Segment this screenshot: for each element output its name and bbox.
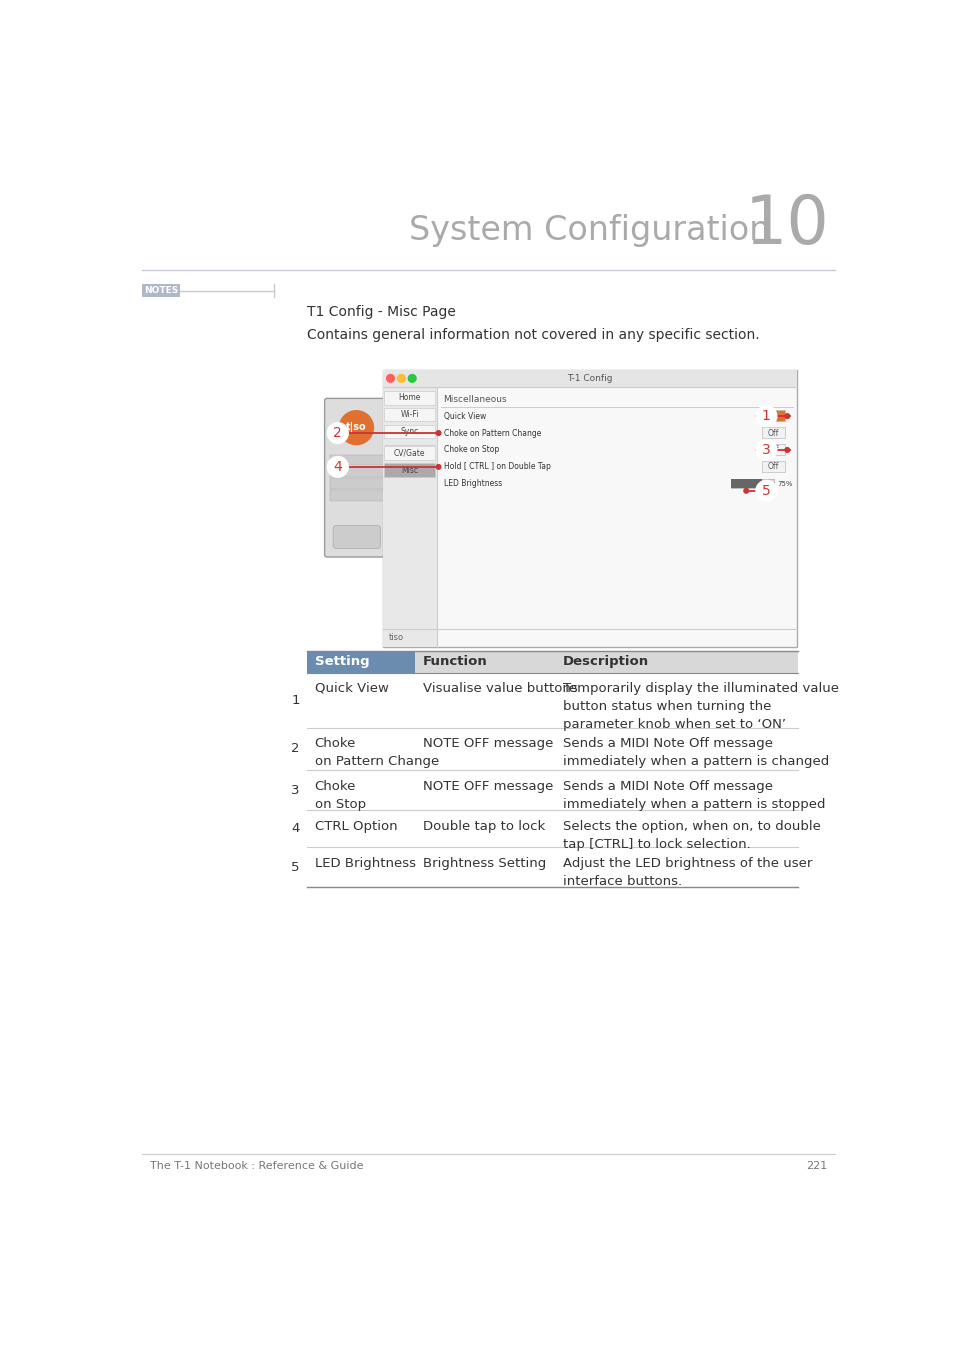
Text: Visualise value buttons: Visualise value buttons bbox=[422, 682, 578, 695]
Text: Temporarily display the illuminated value
button status when turning the
paramet: Temporarily display the illuminated valu… bbox=[562, 682, 838, 730]
Text: Home: Home bbox=[398, 393, 420, 402]
Text: Misc: Misc bbox=[401, 466, 418, 474]
Text: CV/Gate: CV/Gate bbox=[394, 448, 425, 458]
FancyBboxPatch shape bbox=[384, 463, 435, 477]
FancyBboxPatch shape bbox=[382, 387, 436, 647]
Circle shape bbox=[784, 448, 789, 452]
Text: Sends a MIDI Note Off message
immediately when a pattern is stopped: Sends a MIDI Note Off message immediatel… bbox=[562, 779, 824, 810]
FancyBboxPatch shape bbox=[384, 446, 435, 460]
Text: 75%: 75% bbox=[777, 481, 792, 487]
Text: LED Brightness: LED Brightness bbox=[443, 479, 501, 489]
Text: Choke
on Stop: Choke on Stop bbox=[314, 779, 365, 810]
Text: 5: 5 bbox=[291, 861, 299, 873]
Text: 4: 4 bbox=[291, 822, 299, 836]
Circle shape bbox=[386, 374, 394, 382]
Text: Quick View: Quick View bbox=[314, 682, 388, 695]
Text: Off: Off bbox=[767, 428, 779, 437]
FancyBboxPatch shape bbox=[307, 651, 798, 672]
FancyBboxPatch shape bbox=[382, 370, 797, 647]
Circle shape bbox=[756, 406, 776, 427]
Text: 221: 221 bbox=[805, 1161, 827, 1170]
FancyBboxPatch shape bbox=[330, 490, 383, 501]
Text: 2: 2 bbox=[291, 743, 299, 755]
FancyBboxPatch shape bbox=[760, 410, 784, 421]
Text: The T-1 Notebook : Reference & Guide: The T-1 Notebook : Reference & Guide bbox=[150, 1161, 363, 1170]
Text: Sync: Sync bbox=[400, 427, 418, 436]
Text: 1: 1 bbox=[761, 409, 770, 423]
Text: System Configuration: System Configuration bbox=[409, 213, 769, 247]
FancyBboxPatch shape bbox=[330, 455, 383, 464]
Text: LED Brightness: LED Brightness bbox=[314, 856, 416, 869]
Text: T1 Config - Misc Page: T1 Config - Misc Page bbox=[307, 305, 456, 319]
Text: Choke on Pattern Change: Choke on Pattern Change bbox=[443, 428, 540, 437]
Text: 2: 2 bbox=[334, 427, 342, 440]
Circle shape bbox=[339, 410, 373, 444]
Circle shape bbox=[397, 374, 405, 382]
Text: tiso: tiso bbox=[389, 633, 404, 643]
FancyBboxPatch shape bbox=[382, 370, 797, 387]
FancyBboxPatch shape bbox=[760, 460, 784, 472]
FancyBboxPatch shape bbox=[330, 478, 383, 489]
Text: Off: Off bbox=[767, 463, 779, 471]
Text: NOTES: NOTES bbox=[144, 286, 178, 296]
Text: CTRL Option: CTRL Option bbox=[314, 819, 396, 833]
FancyBboxPatch shape bbox=[330, 467, 383, 477]
FancyBboxPatch shape bbox=[307, 651, 415, 672]
Text: Wi-Fi: Wi-Fi bbox=[400, 410, 418, 418]
FancyBboxPatch shape bbox=[142, 285, 179, 297]
Text: 4: 4 bbox=[334, 460, 342, 474]
Text: Function: Function bbox=[422, 655, 487, 668]
Text: Off: Off bbox=[767, 446, 779, 455]
Text: Sends a MIDI Note Off message
immediately when a pattern is changed: Sends a MIDI Note Off message immediatel… bbox=[562, 737, 828, 768]
Text: 1: 1 bbox=[291, 694, 299, 707]
FancyBboxPatch shape bbox=[384, 390, 435, 405]
Text: Setting: Setting bbox=[314, 655, 369, 668]
Text: t|so: t|so bbox=[346, 423, 366, 433]
Text: Choke on Stop: Choke on Stop bbox=[443, 446, 498, 455]
Text: 10: 10 bbox=[743, 192, 828, 258]
Text: Double tap to lock: Double tap to lock bbox=[422, 819, 545, 833]
Text: Brightness Setting: Brightness Setting bbox=[422, 856, 546, 869]
Circle shape bbox=[436, 464, 440, 470]
FancyBboxPatch shape bbox=[760, 427, 784, 439]
Text: 3: 3 bbox=[291, 784, 299, 796]
Circle shape bbox=[784, 414, 789, 418]
Text: Selects the option, when on, to double
tap [CTRL] to lock selection.: Selects the option, when on, to double t… bbox=[562, 819, 820, 850]
Text: Contains general information not covered in any specific section.: Contains general information not covered… bbox=[307, 328, 759, 343]
Circle shape bbox=[756, 481, 776, 501]
Text: 5: 5 bbox=[761, 483, 770, 498]
FancyBboxPatch shape bbox=[731, 479, 773, 487]
Text: Description: Description bbox=[562, 655, 648, 668]
Text: Quick View: Quick View bbox=[443, 412, 486, 421]
Text: 3: 3 bbox=[761, 443, 770, 458]
Text: Miscellaneous: Miscellaneous bbox=[443, 394, 506, 404]
Circle shape bbox=[328, 423, 348, 443]
FancyBboxPatch shape bbox=[333, 525, 380, 548]
FancyBboxPatch shape bbox=[731, 479, 760, 487]
Text: NOTE OFF message: NOTE OFF message bbox=[422, 737, 553, 751]
Text: NOTE OFF message: NOTE OFF message bbox=[422, 779, 553, 792]
Text: T-1 Config: T-1 Config bbox=[566, 374, 612, 383]
FancyBboxPatch shape bbox=[384, 424, 435, 439]
Text: Hold [ CTRL ] on Double Tap: Hold [ CTRL ] on Double Tap bbox=[443, 463, 550, 471]
Circle shape bbox=[436, 431, 440, 435]
Circle shape bbox=[743, 489, 748, 493]
FancyBboxPatch shape bbox=[384, 408, 435, 421]
Text: Adjust the LED brightness of the user
interface buttons.: Adjust the LED brightness of the user in… bbox=[562, 856, 811, 887]
FancyBboxPatch shape bbox=[324, 398, 389, 558]
Circle shape bbox=[756, 440, 776, 460]
Circle shape bbox=[328, 456, 348, 477]
FancyBboxPatch shape bbox=[760, 444, 784, 455]
Text: On: On bbox=[767, 412, 778, 421]
Text: Choke
on Pattern Change: Choke on Pattern Change bbox=[314, 737, 438, 768]
Circle shape bbox=[408, 374, 416, 382]
